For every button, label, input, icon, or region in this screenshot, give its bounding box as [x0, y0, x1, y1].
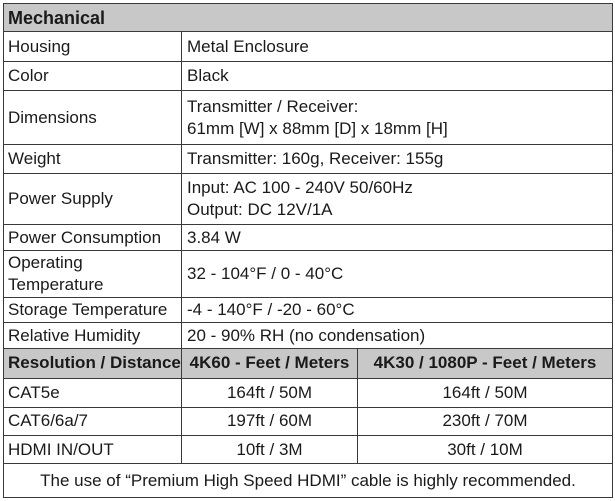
spec-label: Weight: [3, 143, 182, 175]
spec-row-power-supply: Power Supply Input: AC 100 - 240V 50/60H…: [3, 173, 614, 226]
spec-value: Black: [180, 60, 614, 92]
section-title: Mechanical: [2, 2, 614, 33]
distance-header-row: Resolution / Distance 4K60 - Feet / Mete…: [3, 347, 614, 380]
section-header-row: Mechanical: [2, 2, 614, 33]
spec-label: Color: [3, 60, 182, 92]
spec-row-operating-temperature: Operating Temperature 32 - 104°F / 0 - 4…: [3, 250, 614, 299]
spec-label: Storage Temperature: [3, 297, 182, 324]
distance-4k60: 197ft / 60M: [181, 406, 358, 436]
spec-value: Transmitter / Receiver: 61mm [W] x 88mm …: [180, 90, 614, 145]
spec-value-line: 61mm [W] x 88mm [D] x 18mm [H]: [187, 118, 448, 138]
spec-row-color: Color Black: [3, 60, 614, 92]
distance-4k30: 164ft / 50M: [356, 378, 614, 408]
spec-value: 20 - 90% RH (no condensation): [180, 322, 614, 349]
distance-4k60: 164ft / 50M: [181, 378, 358, 408]
distance-4k60: 10ft / 3M: [181, 434, 358, 465]
cable-type: CAT6/6a/7: [3, 406, 182, 436]
spec-value-line: Output: DC 12V/1A: [187, 200, 333, 220]
spec-value: 3.84 W: [180, 224, 614, 252]
spec-row-housing: Housing Metal Enclosure: [3, 31, 614, 62]
spec-label: Power Supply: [3, 173, 182, 226]
note-row: The use of “Premium High Speed HDMI” cab…: [2, 463, 614, 498]
spec-value: Transmitter: 160g, Receiver: 155g: [180, 143, 614, 175]
spec-row-power-consumption: Power Consumption 3.84 W: [3, 224, 614, 252]
distance-row-cat5e: CAT5e 164ft / 50M 164ft / 50M: [3, 378, 614, 408]
distance-4k30: 230ft / 70M: [356, 406, 614, 436]
spec-label: Power Consumption: [3, 224, 182, 252]
spec-row-dimensions: Dimensions Transmitter / Receiver: 61mm …: [3, 90, 614, 145]
spec-row-relative-humidity: Relative Humidity 20 - 90% RH (no conden…: [3, 322, 614, 349]
spec-value-line: Input: AC 100 - 240V 50/60Hz: [187, 178, 413, 198]
spec-label: Relative Humidity: [3, 322, 182, 349]
cable-type: CAT5e: [3, 378, 182, 408]
spec-label: Operating Temperature: [3, 250, 182, 299]
spec-row-storage-temperature: Storage Temperature -4 - 140°F / -20 - 6…: [3, 297, 614, 324]
distance-header-4k60: 4K60 - Feet / Meters: [181, 347, 358, 380]
distance-header-4k30: 4K30 / 1080P - Feet / Meters: [356, 347, 614, 380]
spec-value: -4 - 140°F / -20 - 60°C: [180, 297, 614, 324]
cable-type: HDMI IN/OUT: [3, 434, 182, 465]
spec-label: Housing: [3, 31, 182, 62]
spec-value: 32 - 104°F / 0 - 40°C: [180, 250, 614, 299]
spec-label: Dimensions: [3, 90, 182, 145]
spec-value-line: Transmitter / Receiver:: [187, 96, 359, 116]
distance-row-cat6: CAT6/6a/7 197ft / 60M 230ft / 70M: [3, 406, 614, 436]
distance-header-resolution: Resolution / Distance: [3, 347, 182, 380]
distance-row-hdmi: HDMI IN/OUT 10ft / 3M 30ft / 10M: [3, 434, 614, 465]
cable-recommendation-note: The use of “Premium High Speed HDMI” cab…: [2, 463, 614, 498]
spec-label-line: Temperature: [8, 275, 104, 295]
spec-value: Metal Enclosure: [180, 31, 614, 62]
spec-value: Input: AC 100 - 240V 50/60Hz Output: DC …: [180, 173, 614, 226]
distance-4k30: 30ft / 10M: [356, 434, 614, 465]
spec-label-line: Operating: [8, 253, 83, 273]
spec-row-weight: Weight Transmitter: 160g, Receiver: 155g: [3, 143, 614, 175]
